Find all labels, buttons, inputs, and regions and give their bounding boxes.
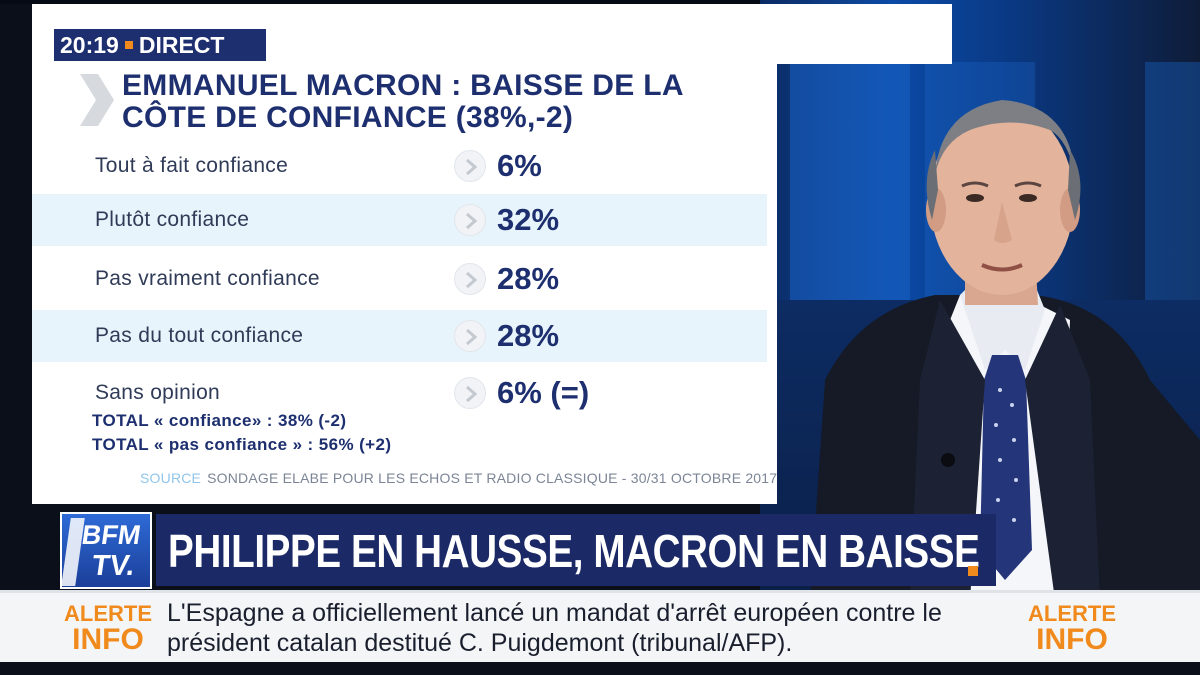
poll-row-value: 6% — [497, 148, 542, 183]
poll-row: Tout à fait confiance 6% — [32, 140, 767, 192]
total-confiance: TOTAL « confiance» : 38% (-2) — [92, 411, 347, 430]
poll-row: Sans opinion 6% (=) — [32, 367, 767, 419]
source-line: SOURCE SONDAGE ELABE POUR LES ECHOS ET RA… — [140, 470, 777, 486]
bottom-strip — [0, 662, 1200, 675]
logo-line2: TV. — [89, 550, 137, 582]
poll-row-label: Sans opinion — [95, 381, 221, 404]
alert-word: ALERTE — [1028, 601, 1116, 626]
poll-row-value: 32% — [497, 202, 560, 237]
orange-square-icon — [968, 566, 978, 576]
chevron-circle-icon — [454, 377, 486, 409]
live-label: DIRECT — [138, 31, 225, 58]
panel-title-line2: CÔTE DE CONFIANCE (38%,-2) — [122, 101, 574, 134]
logo-line1: BFM — [79, 520, 143, 550]
poll-row: Pas du tout confiance 28% — [32, 310, 767, 362]
source-label: SOURCE — [140, 470, 202, 486]
headline-text: PHILIPPE EN HAUSSE, MACRON EN BAISSE — [168, 525, 980, 577]
poll-panel — [32, 4, 952, 504]
poll-row: Plutôt confiance 32% — [32, 194, 767, 246]
poll-row-label: Tout à fait confiance — [95, 154, 289, 177]
alert-info-badge: ALERTE INFO — [58, 601, 158, 656]
poll-row-value: 6% (=) — [497, 375, 590, 410]
bfmtv-logo: BFM TV. — [60, 512, 152, 589]
poll-row-label: Pas du tout confiance — [95, 324, 304, 347]
alert-word: ALERTE — [64, 601, 152, 626]
chevron-circle-icon — [454, 150, 486, 182]
poll-row-value: 28% — [497, 318, 560, 353]
ticker-line2: président catalan destitué C. Puigdemont… — [167, 629, 793, 657]
top-strip — [0, 0, 1200, 4]
poll-row-label: Pas vraiment confiance — [95, 267, 320, 290]
ticker-line1: L'Espagne a officiellement lancé un mand… — [167, 599, 942, 627]
panel-title-line1: EMMANUEL MACRON : BAISSE DE LA — [122, 69, 684, 102]
panel-title: EMMANUEL MACRON : BAISSE DE LA CÔTE DE C… — [122, 70, 762, 134]
poll-row-value: 28% — [497, 261, 560, 296]
studio-light-panel — [1145, 62, 1200, 312]
chevron-right-icon — [80, 74, 114, 126]
total-pas-confiance: TOTAL « pas confiance » : 56% (+2) — [92, 435, 392, 454]
clock-time: 20:19 — [60, 31, 119, 58]
alert-info-badge: ALERTE INFO — [1022, 601, 1122, 656]
poll-row: Pas vraiment confiance 28% — [32, 253, 767, 305]
chevron-circle-icon — [454, 204, 486, 236]
logo-stripe — [61, 518, 85, 586]
news-ticker: ALERTE INFO L'Espagne a officiellement l… — [0, 590, 1200, 662]
info-word: INFO — [1036, 623, 1108, 656]
chevron-circle-icon — [454, 320, 486, 352]
info-word: INFO — [72, 623, 144, 656]
studio-light-panel — [790, 62, 910, 312]
clock-badge: 20:19 DIRECT — [54, 29, 266, 61]
orange-square-icon — [124, 41, 133, 49]
chevron-circle-icon — [454, 263, 486, 295]
poll-row-label: Plutôt confiance — [95, 208, 250, 231]
headline-banner: PHILIPPE EN HAUSSE, MACRON EN BAISSE — [156, 514, 996, 586]
source-text: SONDAGE ELABE POUR LES ECHOS ET RADIO CL… — [207, 470, 778, 486]
